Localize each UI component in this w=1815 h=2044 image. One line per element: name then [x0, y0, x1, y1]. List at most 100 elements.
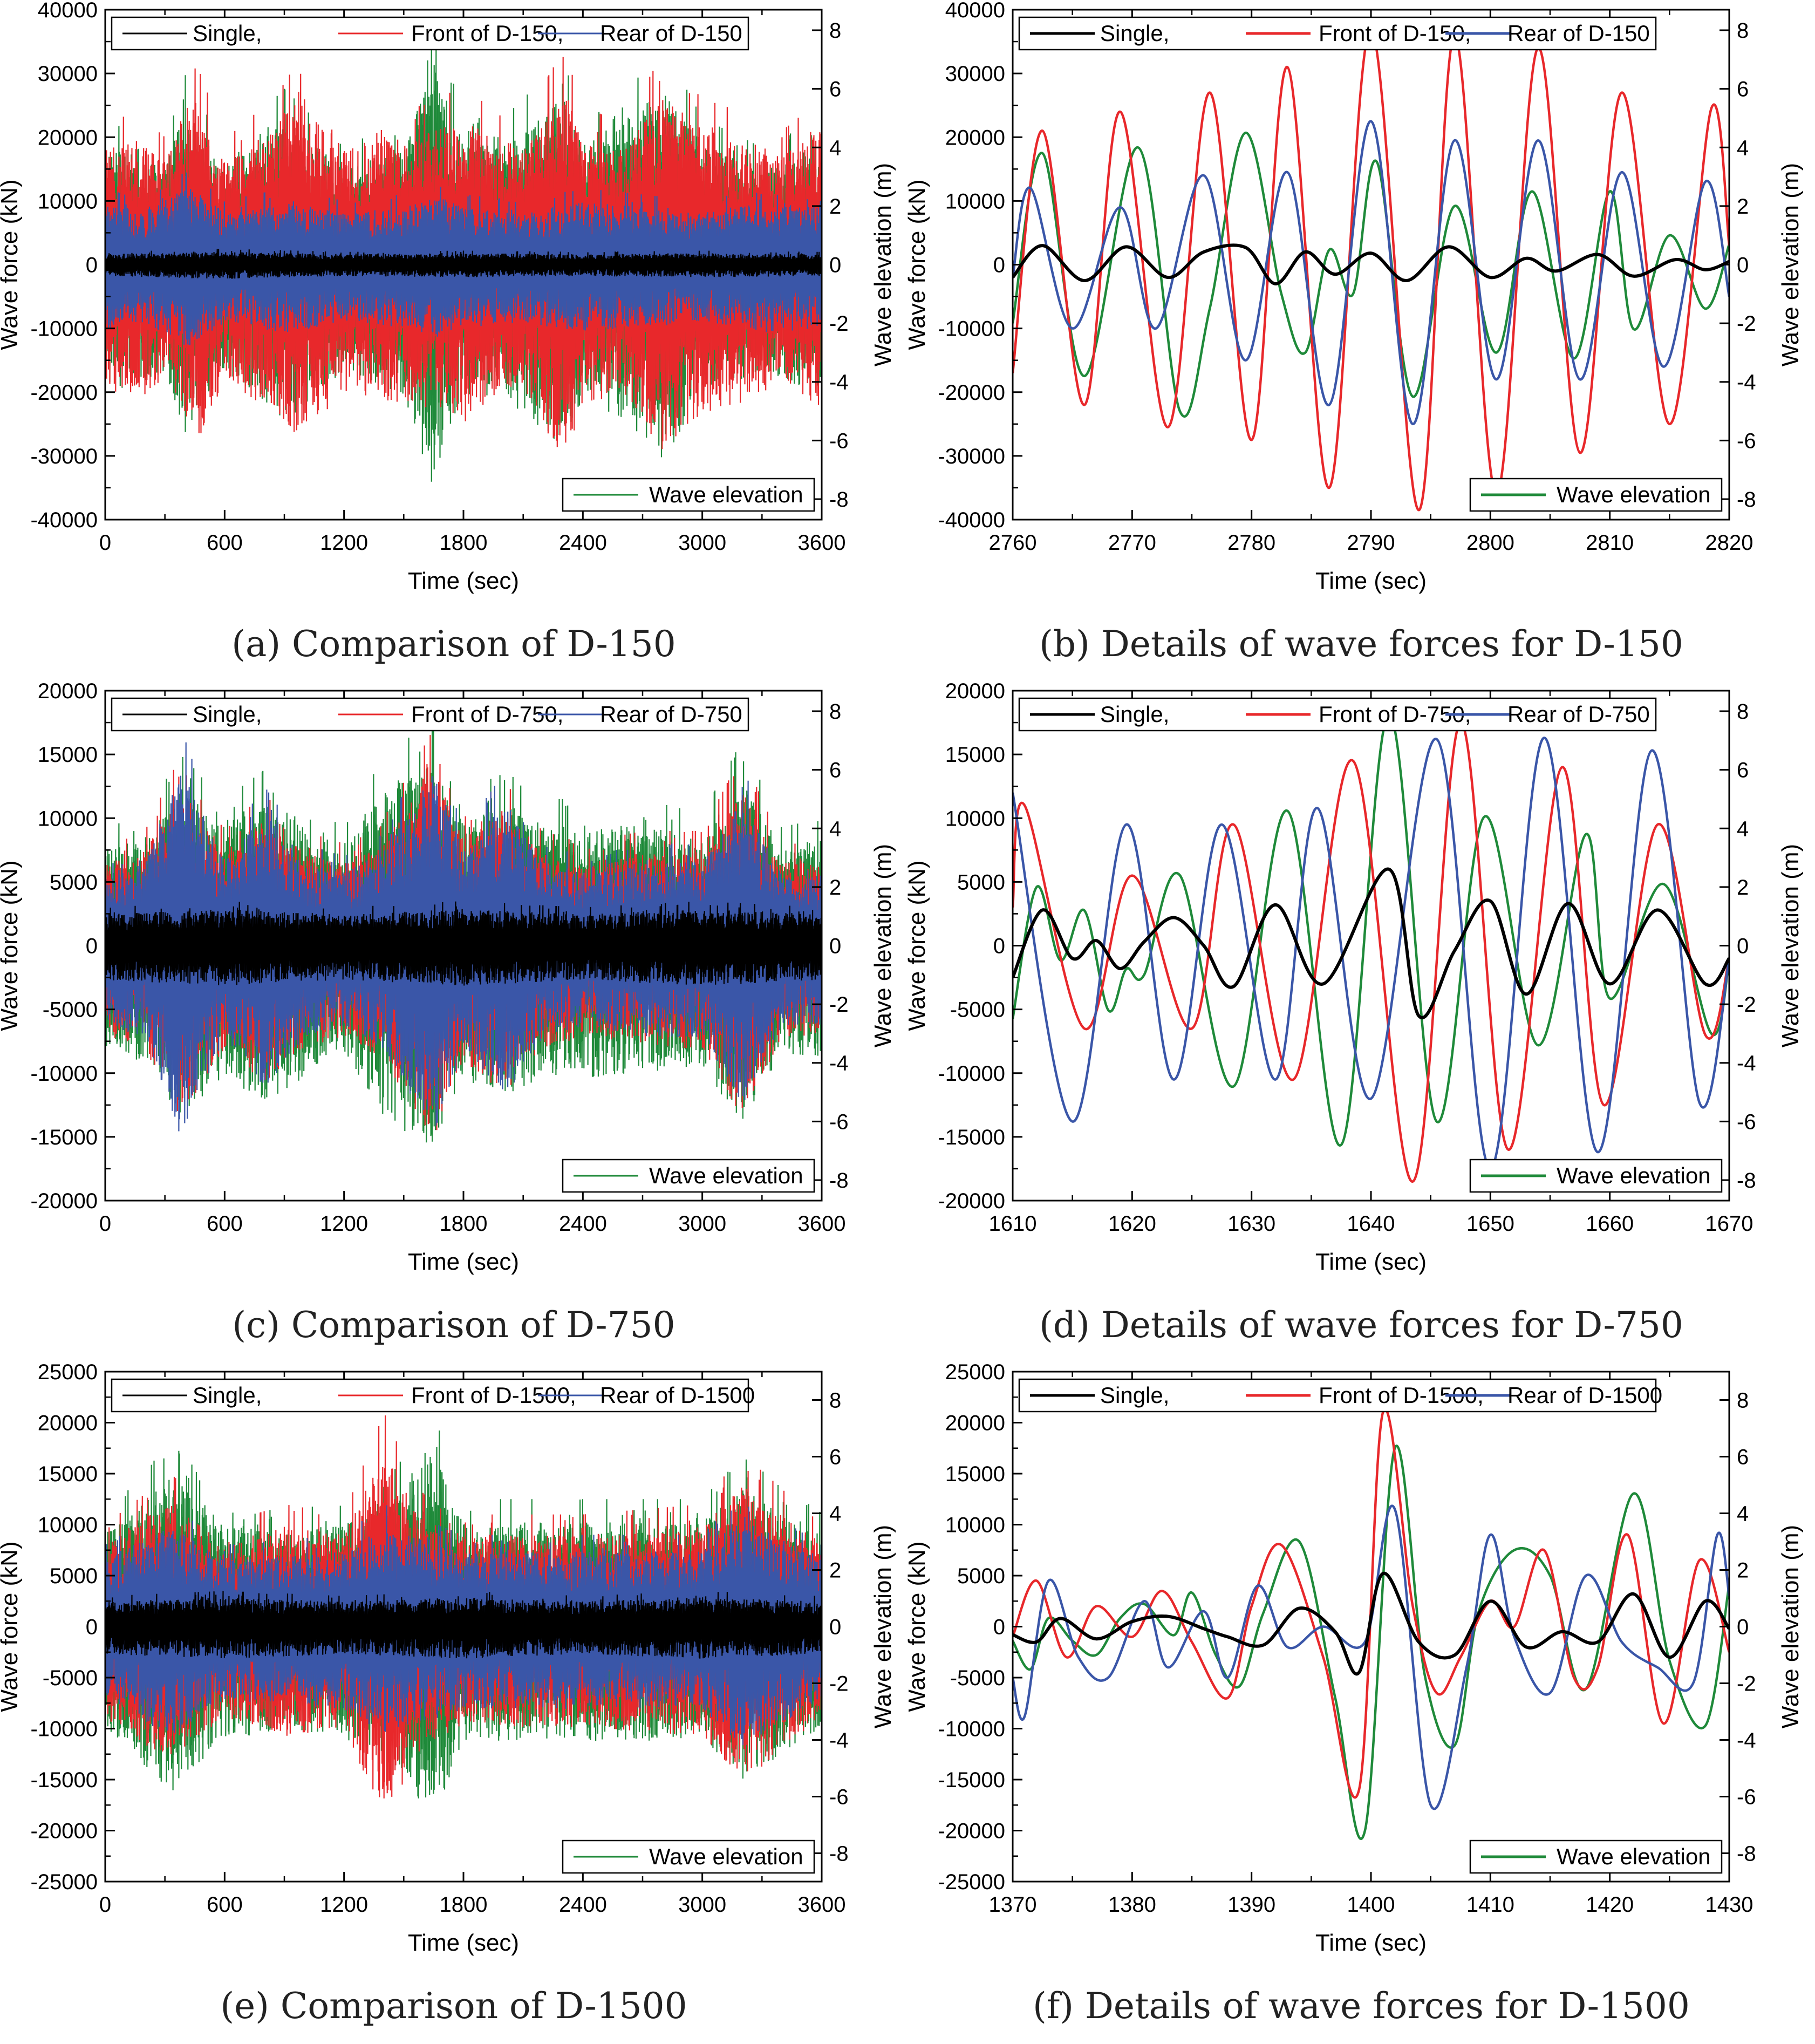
legend-bottom: Wave elevation [562, 1159, 815, 1193]
y2-tick-label: -2 [1737, 993, 1756, 1017]
legend-label: Single, [193, 1382, 262, 1408]
y-tick-label: -15000 [30, 1768, 98, 1792]
x-tick-label: 2790 [1347, 531, 1395, 555]
x-tick-label: 1200 [320, 1212, 368, 1236]
plot-area [105, 29, 822, 482]
legend-label: Wave elevation [649, 482, 803, 507]
y2-axis-label: Wave elevation (m) [870, 1525, 896, 1728]
legend-bottom: Wave elevation [1469, 478, 1723, 512]
legend-label: Single, [1100, 1382, 1169, 1408]
legend-box [1018, 697, 1657, 732]
x-axis: 1370 1380 1390 1400 1410 1420 1430 Time (sec) [989, 1372, 1753, 1956]
x-tick-label: 3000 [678, 1212, 726, 1236]
y2-tick-label: 2 [829, 876, 841, 900]
legend-label: Wave elevation [649, 1163, 803, 1188]
y-axis-right: -8 -6 -4 -2 0 2 4 6 8 Wave elevation (m) [812, 700, 896, 1193]
series-wave-elevation [1013, 713, 1729, 1147]
y2-tick-label: -4 [829, 1729, 849, 1753]
series-single [105, 901, 822, 986]
legend-top: Single, Front of D-1500, Rear of D-1500 [111, 1378, 755, 1413]
y-axis-left: -40000 -30000 -20000 -10000 0 10000 20000 30000… [0, 0, 115, 532]
y-tick-label: 15000 [38, 1462, 98, 1486]
y2-tick-label: 2 [829, 1559, 841, 1583]
y-tick-label: 0 [86, 1616, 98, 1639]
series-rear-of-d-750 [1013, 737, 1729, 1170]
y-tick-label: 20000 [38, 679, 98, 703]
points-wave-elevation [1013, 714, 1729, 1145]
y-tick-label: -15000 [938, 1768, 1005, 1792]
y2-tick-label: 6 [829, 1446, 841, 1469]
x-tick-label: 2400 [559, 1893, 607, 1917]
series-single [1013, 1572, 1729, 1676]
y2-axis-label: Wave elevation (m) [1777, 1525, 1804, 1728]
y-tick-label: 0 [993, 935, 1005, 958]
series-single [1013, 243, 1729, 285]
x-tick-label: 0 [99, 1212, 111, 1236]
legend-box [111, 1378, 749, 1413]
legend-top: Single, Front of D-150, Rear of D-150 [111, 16, 749, 51]
legend-label: Rear of D-1500 [1507, 1382, 1662, 1408]
points-rear-of-d-1500 [1013, 1509, 1729, 1805]
x-tick-label: 3000 [678, 531, 726, 555]
y2-tick-label: 0 [829, 254, 841, 277]
y-tick-label: -25000 [30, 1870, 98, 1894]
y-tick-label: 15000 [945, 1462, 1005, 1486]
y2-tick-label: 4 [829, 817, 841, 841]
legend-label: Rear of D-150 [1507, 21, 1650, 46]
x-tick-label: 1630 [1227, 1212, 1275, 1236]
x-tick-label: 1800 [440, 531, 488, 555]
y2-tick-label: -8 [829, 1842, 849, 1866]
y-tick-label: 10000 [945, 807, 1005, 830]
y2-tick-label: -6 [1737, 429, 1756, 453]
legend-top: Single, Front of D-750, Rear of D-750 [111, 697, 749, 732]
chart-d: 1610 1620 1630 1640 1650 1660 1670 Time (sec) -2… [904, 679, 1804, 1275]
y-axis-left: -20000 -15000 -10000 -5000 0 5000 10000 15000 20… [0, 679, 115, 1213]
y-axis-label: Wave force (kN) [904, 860, 930, 1031]
y2-tick-label: 0 [1737, 1616, 1749, 1639]
legend-label: Wave elevation [1557, 1163, 1711, 1188]
y-axis-label: Wave force (kN) [0, 179, 23, 350]
y-tick-label: -30000 [30, 445, 98, 468]
series-single [105, 249, 822, 279]
y-tick-label: 20000 [945, 1412, 1005, 1435]
y2-tick-label: 2 [829, 195, 841, 219]
y-tick-label: 25000 [945, 1360, 1005, 1384]
y-tick-label: -10000 [938, 1718, 1005, 1741]
y2-tick-label: 8 [829, 1389, 841, 1413]
y-tick-label: 5000 [50, 1564, 98, 1588]
series-wave-elevation [1013, 131, 1729, 418]
x-tick-label: 3600 [798, 531, 846, 555]
y-tick-label: 20000 [945, 679, 1005, 703]
y2-tick-label: 0 [829, 935, 841, 958]
y-tick-label: 15000 [945, 743, 1005, 767]
y-axis-left: -25000 -20000 -15000 -10000 -5000 0 5000 10000 1… [904, 1360, 1022, 1894]
legend-box [111, 16, 749, 51]
x-axis: 0 600 1200 1800 2400 3000 3600 Time (sec) [99, 1372, 845, 1956]
series-rear-of-d-150 [1013, 120, 1729, 426]
y-tick-label: 0 [993, 254, 1005, 277]
x-axis-label: Time (sec) [408, 568, 519, 594]
legend-box [1018, 16, 1657, 51]
x-axis-label: Time (sec) [1315, 568, 1427, 594]
y-tick-label: 5000 [957, 1564, 1005, 1588]
x-axis: 0 600 1200 1800 2400 3000 3600 Time (sec) [99, 10, 846, 594]
y-tick-label: 5000 [957, 870, 1005, 894]
y-tick-label: 20000 [38, 126, 98, 149]
y2-tick-label: -2 [829, 312, 849, 336]
y-tick-label: -10000 [938, 1062, 1005, 1086]
y2-tick-label: -8 [1737, 1169, 1756, 1193]
y-tick-label: 40000 [945, 0, 1005, 22]
y2-tick-label: 6 [829, 759, 841, 782]
y2-tick-label: -6 [829, 429, 849, 453]
y2-tick-label: -2 [829, 1672, 849, 1696]
y2-axis-label: Wave elevation (m) [870, 163, 896, 366]
y-axis-label: Wave force (kN) [904, 1541, 930, 1712]
y2-tick-label: -2 [829, 993, 849, 1017]
x-axis-label: Time (sec) [408, 1930, 519, 1956]
legend-label: Wave elevation [1557, 482, 1711, 507]
y-tick-label: -20000 [30, 1820, 98, 1843]
series-single [1013, 867, 1729, 1019]
x-tick-label: 2810 [1586, 531, 1634, 555]
panel-caption: (f) Details of wave forces for D-1500 [1033, 1985, 1690, 2027]
